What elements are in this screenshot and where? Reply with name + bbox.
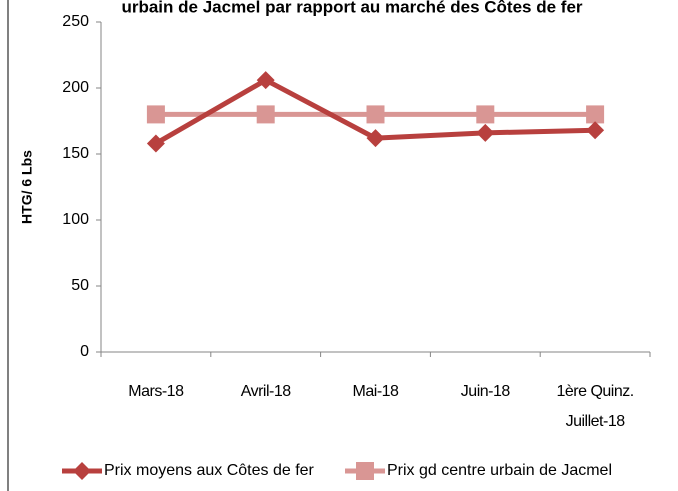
data-point — [256, 71, 275, 90]
y-tick-label: 150 — [62, 145, 89, 162]
data-point — [146, 134, 165, 153]
y-tick-label: 0 — [80, 343, 89, 360]
x-tick-label: 1ère Quinz. Juillet-18 — [556, 383, 634, 430]
data-point — [586, 105, 605, 124]
y-tick-label: 50 — [71, 277, 89, 294]
y-tick-label: 200 — [62, 79, 89, 96]
y-tick-label: 100 — [62, 211, 89, 228]
data-point — [366, 105, 385, 124]
legend-marker — [73, 462, 91, 480]
y-axis-label: HTG/ 6 Lbs — [19, 150, 35, 224]
x-tick-label: Juin-18 — [460, 383, 510, 400]
legend-marker — [356, 462, 374, 480]
legend-label: Prix moyens aux Côtes de fer — [104, 462, 315, 479]
data-point — [146, 105, 165, 124]
chart-title: urbain de Jacmel par rapport au marché d… — [121, 0, 582, 16]
legend-label: Prix gd centre urbain de Jacmel — [387, 462, 612, 479]
data-point — [476, 105, 495, 124]
x-tick-label: Mars-18 — [128, 383, 184, 400]
x-tick-label: Avril-18 — [240, 383, 291, 400]
data-point — [366, 129, 385, 148]
data-point — [476, 123, 495, 142]
x-tick-label: Mai-18 — [352, 383, 399, 400]
data-point — [256, 105, 275, 124]
y-tick-label: 250 — [62, 13, 89, 30]
data-point — [586, 121, 605, 140]
